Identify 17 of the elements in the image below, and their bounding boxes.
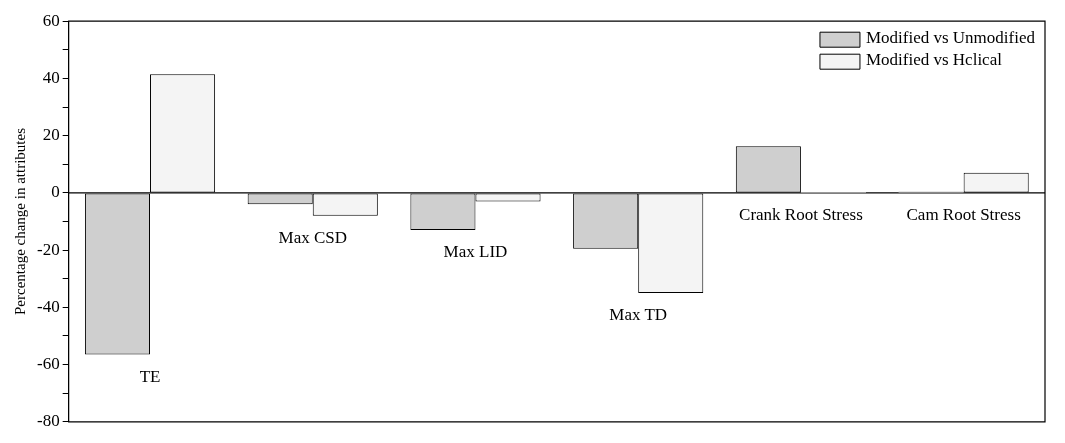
y-tick-label: -60: [36, 354, 60, 374]
x-tick-label: Cam Root Stress: [906, 204, 1021, 224]
y-tick-label: -80: [36, 411, 60, 431]
x-tick-label: Max TD: [609, 305, 668, 324]
y-tick-label: -40: [36, 296, 60, 316]
legend-label: Modified vs Hclical: [865, 50, 1003, 70]
x-tick-label: TE: [139, 366, 161, 386]
y-tick-label: 20: [42, 125, 60, 145]
y-axis-title: Percentage change in attributes: [11, 127, 28, 316]
y-tick-label: -20: [36, 239, 60, 259]
x-tick-label: Crank Root Stress: [739, 204, 863, 224]
y-tick-label: 0: [51, 182, 60, 202]
y-tick-label: 60: [42, 10, 60, 30]
x-tick-label: Max LID: [443, 242, 508, 262]
x-tick-label: Max CSD: [278, 227, 347, 247]
y-tick-label: 40: [42, 67, 60, 87]
legend-label: Modified vs Unmodified: [865, 28, 1036, 48]
